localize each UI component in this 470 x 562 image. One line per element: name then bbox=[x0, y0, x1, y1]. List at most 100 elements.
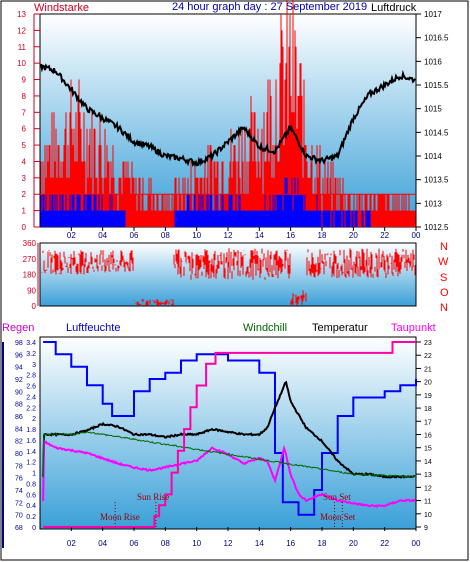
x-tick-panel3: 12 bbox=[224, 539, 233, 548]
temp-y-tick: 13 bbox=[424, 472, 432, 479]
regen-y-tick: 0.6 bbox=[26, 492, 36, 499]
x-tick-panel3: 22 bbox=[380, 539, 389, 548]
wind-y-tick: 10 bbox=[17, 59, 26, 68]
feuchte-y-tick: 70 bbox=[15, 513, 23, 520]
feuchte-y-tick: 80 bbox=[15, 451, 23, 458]
regen-y-tick: 0 bbox=[32, 525, 36, 532]
pressure-line bbox=[40, 63, 416, 168]
temp-y-tick: 11 bbox=[424, 499, 431, 506]
regen-y-tick: 0.4 bbox=[26, 503, 36, 510]
regen-y-tick: 3.2 bbox=[26, 351, 36, 358]
feuchte-y-tick: 96 bbox=[15, 352, 23, 359]
x-tick-panel3: 14 bbox=[255, 539, 264, 548]
direction-y-tick: 90 bbox=[27, 286, 36, 295]
regen-y-tick: 1.8 bbox=[26, 427, 36, 434]
temp-y-tick: 10 bbox=[424, 512, 432, 519]
pressure-y-tick: 1012.5 bbox=[424, 223, 449, 232]
wind-y-tick: 0 bbox=[22, 223, 27, 232]
regen-y-tick: 3.4 bbox=[26, 340, 36, 347]
regen-y-tick: 1.6 bbox=[26, 438, 36, 445]
pressure-y-tick: 1013 bbox=[424, 199, 442, 208]
annotation-sun-rise: Sun Rise bbox=[137, 492, 169, 502]
legend-taupunkt: Taupunkt bbox=[391, 322, 436, 334]
feuchte-y-tick: 94 bbox=[15, 365, 23, 372]
direction-letter-o: O bbox=[440, 287, 449, 299]
annotation-moon-rise: Moon Rise bbox=[100, 512, 140, 522]
wind-y-tick: 1 bbox=[22, 207, 27, 216]
pressure-y-tick: 1015.5 bbox=[424, 81, 449, 90]
direction-letter-n-bottom: N bbox=[440, 302, 448, 314]
feuchte-y-tick: 86 bbox=[15, 414, 23, 421]
direction-letter-n-top: N bbox=[440, 241, 448, 253]
x-tick-panel3: 06 bbox=[130, 539, 139, 548]
x-tick-panel3: 20 bbox=[349, 539, 358, 548]
annotation-sun-set: Sun Set bbox=[323, 492, 351, 502]
x-tick-panel1: 02 bbox=[67, 231, 76, 240]
x-tick-panel3: 08 bbox=[161, 539, 170, 548]
pressure-y-tick: 1017 bbox=[424, 10, 442, 19]
legend-regen: Regen bbox=[2, 322, 34, 334]
wind-y-tick: 8 bbox=[22, 92, 27, 101]
regen-y-tick: 2 bbox=[32, 416, 36, 423]
wind-y-tick: 3 bbox=[22, 174, 27, 183]
series-taupunkt bbox=[42, 437, 416, 509]
regen-y-tick: 2.6 bbox=[26, 384, 36, 391]
direction-y-tick: 0 bbox=[32, 302, 37, 311]
regen-y-tick: 1.4 bbox=[26, 449, 36, 456]
direction-y-tick: 360 bbox=[23, 239, 37, 248]
regen-y-tick: 2.2 bbox=[26, 405, 36, 412]
legend-windchill: Windchill bbox=[243, 322, 287, 334]
series-regen bbox=[43, 341, 416, 528]
x-tick-panel1: 20 bbox=[349, 231, 358, 240]
temp-y-tick: 12 bbox=[424, 485, 432, 492]
x-tick-panel3: 16 bbox=[286, 539, 295, 548]
annotation-moon-set: Moon Set bbox=[320, 512, 356, 522]
direction-letter-w: W bbox=[438, 256, 449, 268]
temp-y-tick: 15 bbox=[424, 446, 432, 453]
x-tick-panel1: 18 bbox=[318, 231, 327, 240]
x-tick-panel1: 08 bbox=[161, 231, 170, 240]
feuchte-y-tick: 72 bbox=[15, 500, 23, 507]
feuchte-y-tick: 98 bbox=[15, 340, 23, 347]
wind-y-tick: 11 bbox=[18, 43, 27, 52]
regen-y-tick: 2.8 bbox=[26, 373, 36, 380]
wind-y-tick: 6 bbox=[22, 125, 27, 134]
temp-y-tick: 21 bbox=[424, 366, 432, 373]
direction-y-tick: 180 bbox=[23, 271, 37, 280]
wind-y-tick: 7 bbox=[22, 108, 27, 117]
legend-luftfeuchte: Luftfeuchte bbox=[66, 322, 120, 334]
regen-y-tick: 1.2 bbox=[26, 460, 36, 467]
regen-y-tick: 2.4 bbox=[26, 394, 36, 401]
x-tick-panel3: 02 bbox=[67, 539, 76, 548]
series-luftfeuchte bbox=[43, 341, 417, 516]
wind-y-tick: 9 bbox=[22, 76, 27, 85]
regen-y-tick: 0.2 bbox=[26, 514, 36, 521]
feuchte-y-tick: 90 bbox=[15, 389, 23, 396]
temp-y-tick: 18 bbox=[424, 406, 432, 413]
temp-y-tick: 14 bbox=[424, 459, 432, 466]
feuchte-y-tick: 74 bbox=[15, 488, 23, 495]
wind-average-bars bbox=[40, 177, 371, 227]
regen-y-tick: 3 bbox=[32, 362, 36, 369]
feuchte-y-tick: 88 bbox=[15, 402, 23, 409]
regen-y-tick: 0.8 bbox=[26, 481, 36, 488]
temp-y-tick: 17 bbox=[424, 419, 432, 426]
wind-y-tick: 2 bbox=[22, 190, 27, 199]
x-tick-panel1: 12 bbox=[224, 231, 233, 240]
temp-y-tick: 22 bbox=[424, 353, 432, 360]
windstarke-label: Windstarke bbox=[34, 2, 89, 14]
pressure-y-tick: 1016 bbox=[424, 57, 442, 66]
luftdruck-label: Luftdruck bbox=[371, 2, 417, 14]
pressure-y-tick: 1016.5 bbox=[424, 34, 449, 43]
x-tick-panel1: 16 bbox=[286, 231, 295, 240]
temp-y-tick: 19 bbox=[424, 393, 432, 400]
pressure-y-tick: 1014 bbox=[424, 152, 442, 161]
x-tick-panel1: 10 bbox=[192, 231, 201, 240]
wind-y-tick: 13 bbox=[17, 10, 26, 19]
temp-y-tick: 16 bbox=[424, 433, 432, 440]
x-tick-panel3: 04 bbox=[98, 539, 107, 548]
temp-y-tick: 20 bbox=[424, 380, 432, 387]
pressure-y-tick: 1015 bbox=[424, 105, 442, 114]
x-tick-panel1: 06 bbox=[130, 231, 139, 240]
